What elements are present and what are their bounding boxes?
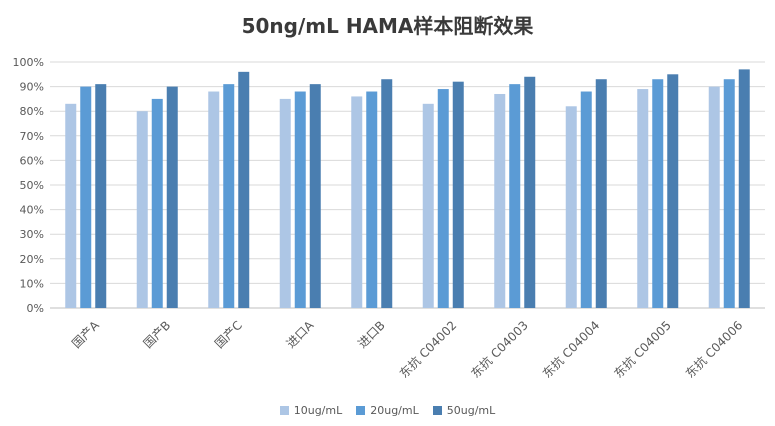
x-category-label: 东抗 C04005 (611, 318, 674, 381)
x-category-label: 国产C (212, 318, 245, 351)
bar-50ug/mL-东抗 C04002 (452, 81, 464, 309)
legend-item: 20ug/mL (356, 404, 419, 417)
bar-20ug/mL-东抗 C04004 (580, 91, 592, 309)
x-category-label: 东抗 C04006 (682, 318, 745, 381)
bar-50ug/mL-东抗 C04006 (738, 69, 750, 308)
bar-20ug/mL-国产B (151, 98, 163, 309)
legend-label: 10ug/mL (293, 404, 343, 417)
legend-label: 20ug/mL (370, 404, 419, 417)
bar-50ug/mL-国产C (238, 71, 250, 308)
bar-20ug/mL-东抗 C04003 (509, 84, 521, 308)
bar-20ug/mL-进口B (366, 91, 378, 309)
bar-10ug/mL-东抗 C04003 (494, 93, 506, 308)
legend-swatch (356, 406, 366, 415)
y-tick-label: 20% (20, 253, 44, 266)
bar-20ug/mL-东抗 C04002 (437, 89, 449, 308)
y-tick-label: 50% (20, 179, 44, 192)
x-category-label: 东抗 C04004 (539, 318, 602, 381)
y-tick-label: 90% (20, 81, 44, 94)
bar-50ug/mL-国产B (166, 86, 178, 308)
legend-item: 10ug/mL (279, 404, 343, 417)
bar-10ug/mL-东抗 C04005 (637, 89, 649, 308)
legend-swatch (279, 406, 289, 415)
y-tick-label: 30% (20, 228, 44, 241)
chart-legend: 10ug/mL 20ug/mL 50ug/mL (0, 404, 775, 417)
legend-label: 50ug/mL (446, 404, 496, 417)
bar-20ug/mL-国产A (80, 86, 92, 308)
y-tick-label: 60% (20, 154, 44, 167)
bar-50ug/mL-东抗 C04005 (667, 74, 679, 308)
bar-10ug/mL-进口A (279, 98, 291, 309)
bar-10ug/mL-国产B (136, 111, 148, 308)
bar-50ug/mL-国产A (95, 84, 107, 308)
bar-20ug/mL-国产C (223, 84, 235, 308)
bar-10ug/mL-国产C (208, 91, 220, 309)
x-category-label: 东抗 C04002 (396, 318, 459, 381)
bar-10ug/mL-进口B (351, 96, 363, 308)
bar-20ug/mL-东抗 C04006 (723, 79, 735, 308)
legend-swatch (432, 406, 442, 415)
x-category-label: 国产A (69, 318, 102, 351)
bar-10ug/mL-国产A (65, 103, 77, 308)
chart-title: 50ng/mL HAMA样本阻断效果 (241, 14, 534, 38)
bar-20ug/mL-东抗 C04005 (652, 79, 664, 308)
x-category-label: 东抗 C04003 (468, 318, 531, 381)
bar-50ug/mL-东抗 C04004 (595, 79, 607, 308)
bar-10ug/mL-东抗 C04006 (708, 86, 720, 308)
y-tick-label: 80% (20, 105, 44, 118)
x-category-label: 进口A (284, 318, 317, 351)
y-tick-label: 40% (20, 204, 44, 217)
bar-50ug/mL-进口A (309, 84, 321, 308)
y-tick-label: 70% (20, 130, 44, 143)
y-tick-label: 100% (13, 56, 44, 69)
bar-10ug/mL-东抗 C04002 (422, 103, 434, 308)
legend-item: 50ug/mL (432, 404, 496, 417)
y-tick-label: 0% (27, 302, 44, 315)
bar-50ug/mL-东抗 C04003 (524, 76, 536, 308)
x-category-label: 国产B (141, 318, 174, 351)
bar-50ug/mL-进口B (381, 79, 393, 308)
y-tick-label: 10% (20, 277, 44, 290)
bar-10ug/mL-东抗 C04004 (565, 106, 577, 308)
bar-20ug/mL-进口A (294, 91, 306, 309)
x-category-label: 进口B (355, 318, 388, 351)
